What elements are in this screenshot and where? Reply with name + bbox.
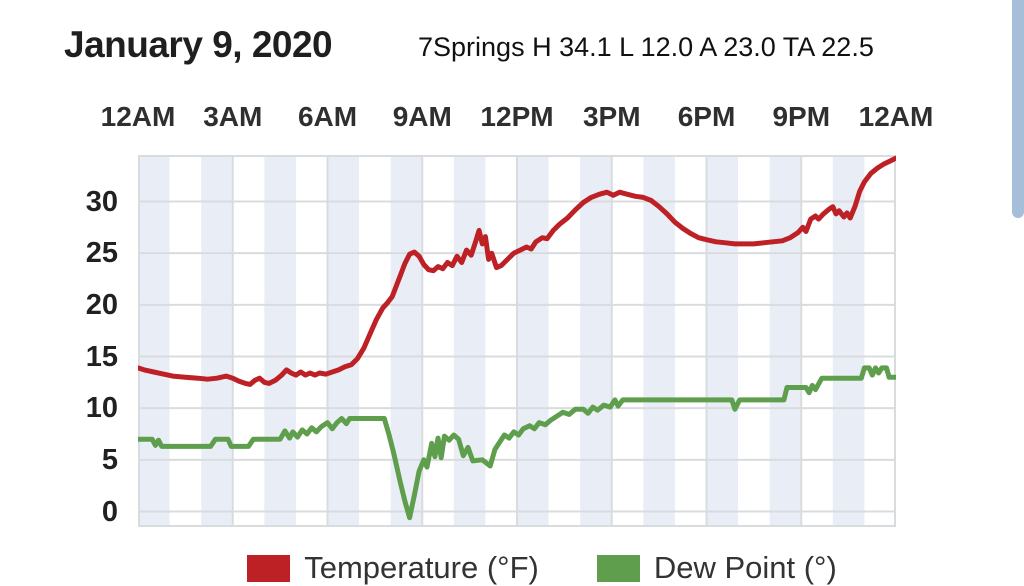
legend-item-temperature: Temperature (°F)	[247, 550, 539, 586]
y-tick-label: 25	[85, 237, 118, 270]
hour-stripe	[643, 155, 675, 527]
x-tick-label: 6AM	[297, 101, 358, 132]
hour-stripe	[201, 155, 233, 527]
plot-border	[138, 155, 896, 527]
plot-area	[138, 155, 896, 527]
x-tick-label: 12AM	[100, 101, 176, 132]
y-tick-label: 10	[85, 392, 118, 425]
hour-stripe	[327, 155, 360, 527]
legend-item-dew-point: Dew Point (°)	[596, 550, 837, 586]
x-tick-label: 12PM	[480, 101, 554, 132]
legend-label-dew-point: Dew Point (°)	[653, 550, 837, 585]
chart-legend: Temperature (°F) Dew Point (°)	[30, 550, 1024, 586]
station-summary: 7Springs H 34.1 L 12.0 A 23.0 TA 22.5	[418, 32, 874, 62]
y-tick-label: 0	[101, 495, 118, 528]
scrollbar-thumb[interactable]	[1012, 0, 1024, 218]
chart-canvas	[138, 155, 896, 527]
dew-point-swatch-icon	[596, 554, 640, 582]
x-tick-label: 9AM	[392, 101, 452, 132]
x-tick-label: 9PM	[772, 101, 831, 132]
hour-stripe	[264, 155, 296, 527]
hour-stripe	[453, 155, 486, 527]
hour-stripe	[517, 155, 549, 527]
hour-stripe	[138, 155, 170, 527]
temperature-swatch-icon	[247, 554, 291, 582]
page-title: January 9, 2020	[64, 24, 333, 65]
hour-stripe	[706, 155, 739, 527]
temperature-line	[138, 155, 896, 387]
y-tick-label: 5	[101, 443, 118, 476]
y-tick-label: 15	[85, 340, 118, 373]
hour-stripe	[580, 155, 612, 527]
x-axis-labels: 12AM 3AM 6AM 9AM 12PM 3PM 6PM 9PM 12AM	[0, 101, 1024, 137]
x-tick-label: 3AM	[203, 101, 263, 132]
x-tick-label: 6PM	[677, 101, 736, 132]
y-tick-label: 30	[85, 185, 118, 218]
x-tick-label: 3PM	[582, 101, 641, 132]
y-tick-label: 20	[85, 288, 118, 321]
hour-stripe	[769, 155, 802, 527]
y-axis-labels: 0 5 10 15 20 25 30	[0, 0, 118, 584]
x-tick-label: 12AM	[858, 101, 934, 132]
legend-label-temperature: Temperature (°F)	[304, 550, 539, 585]
dew-point-line	[138, 365, 896, 521]
